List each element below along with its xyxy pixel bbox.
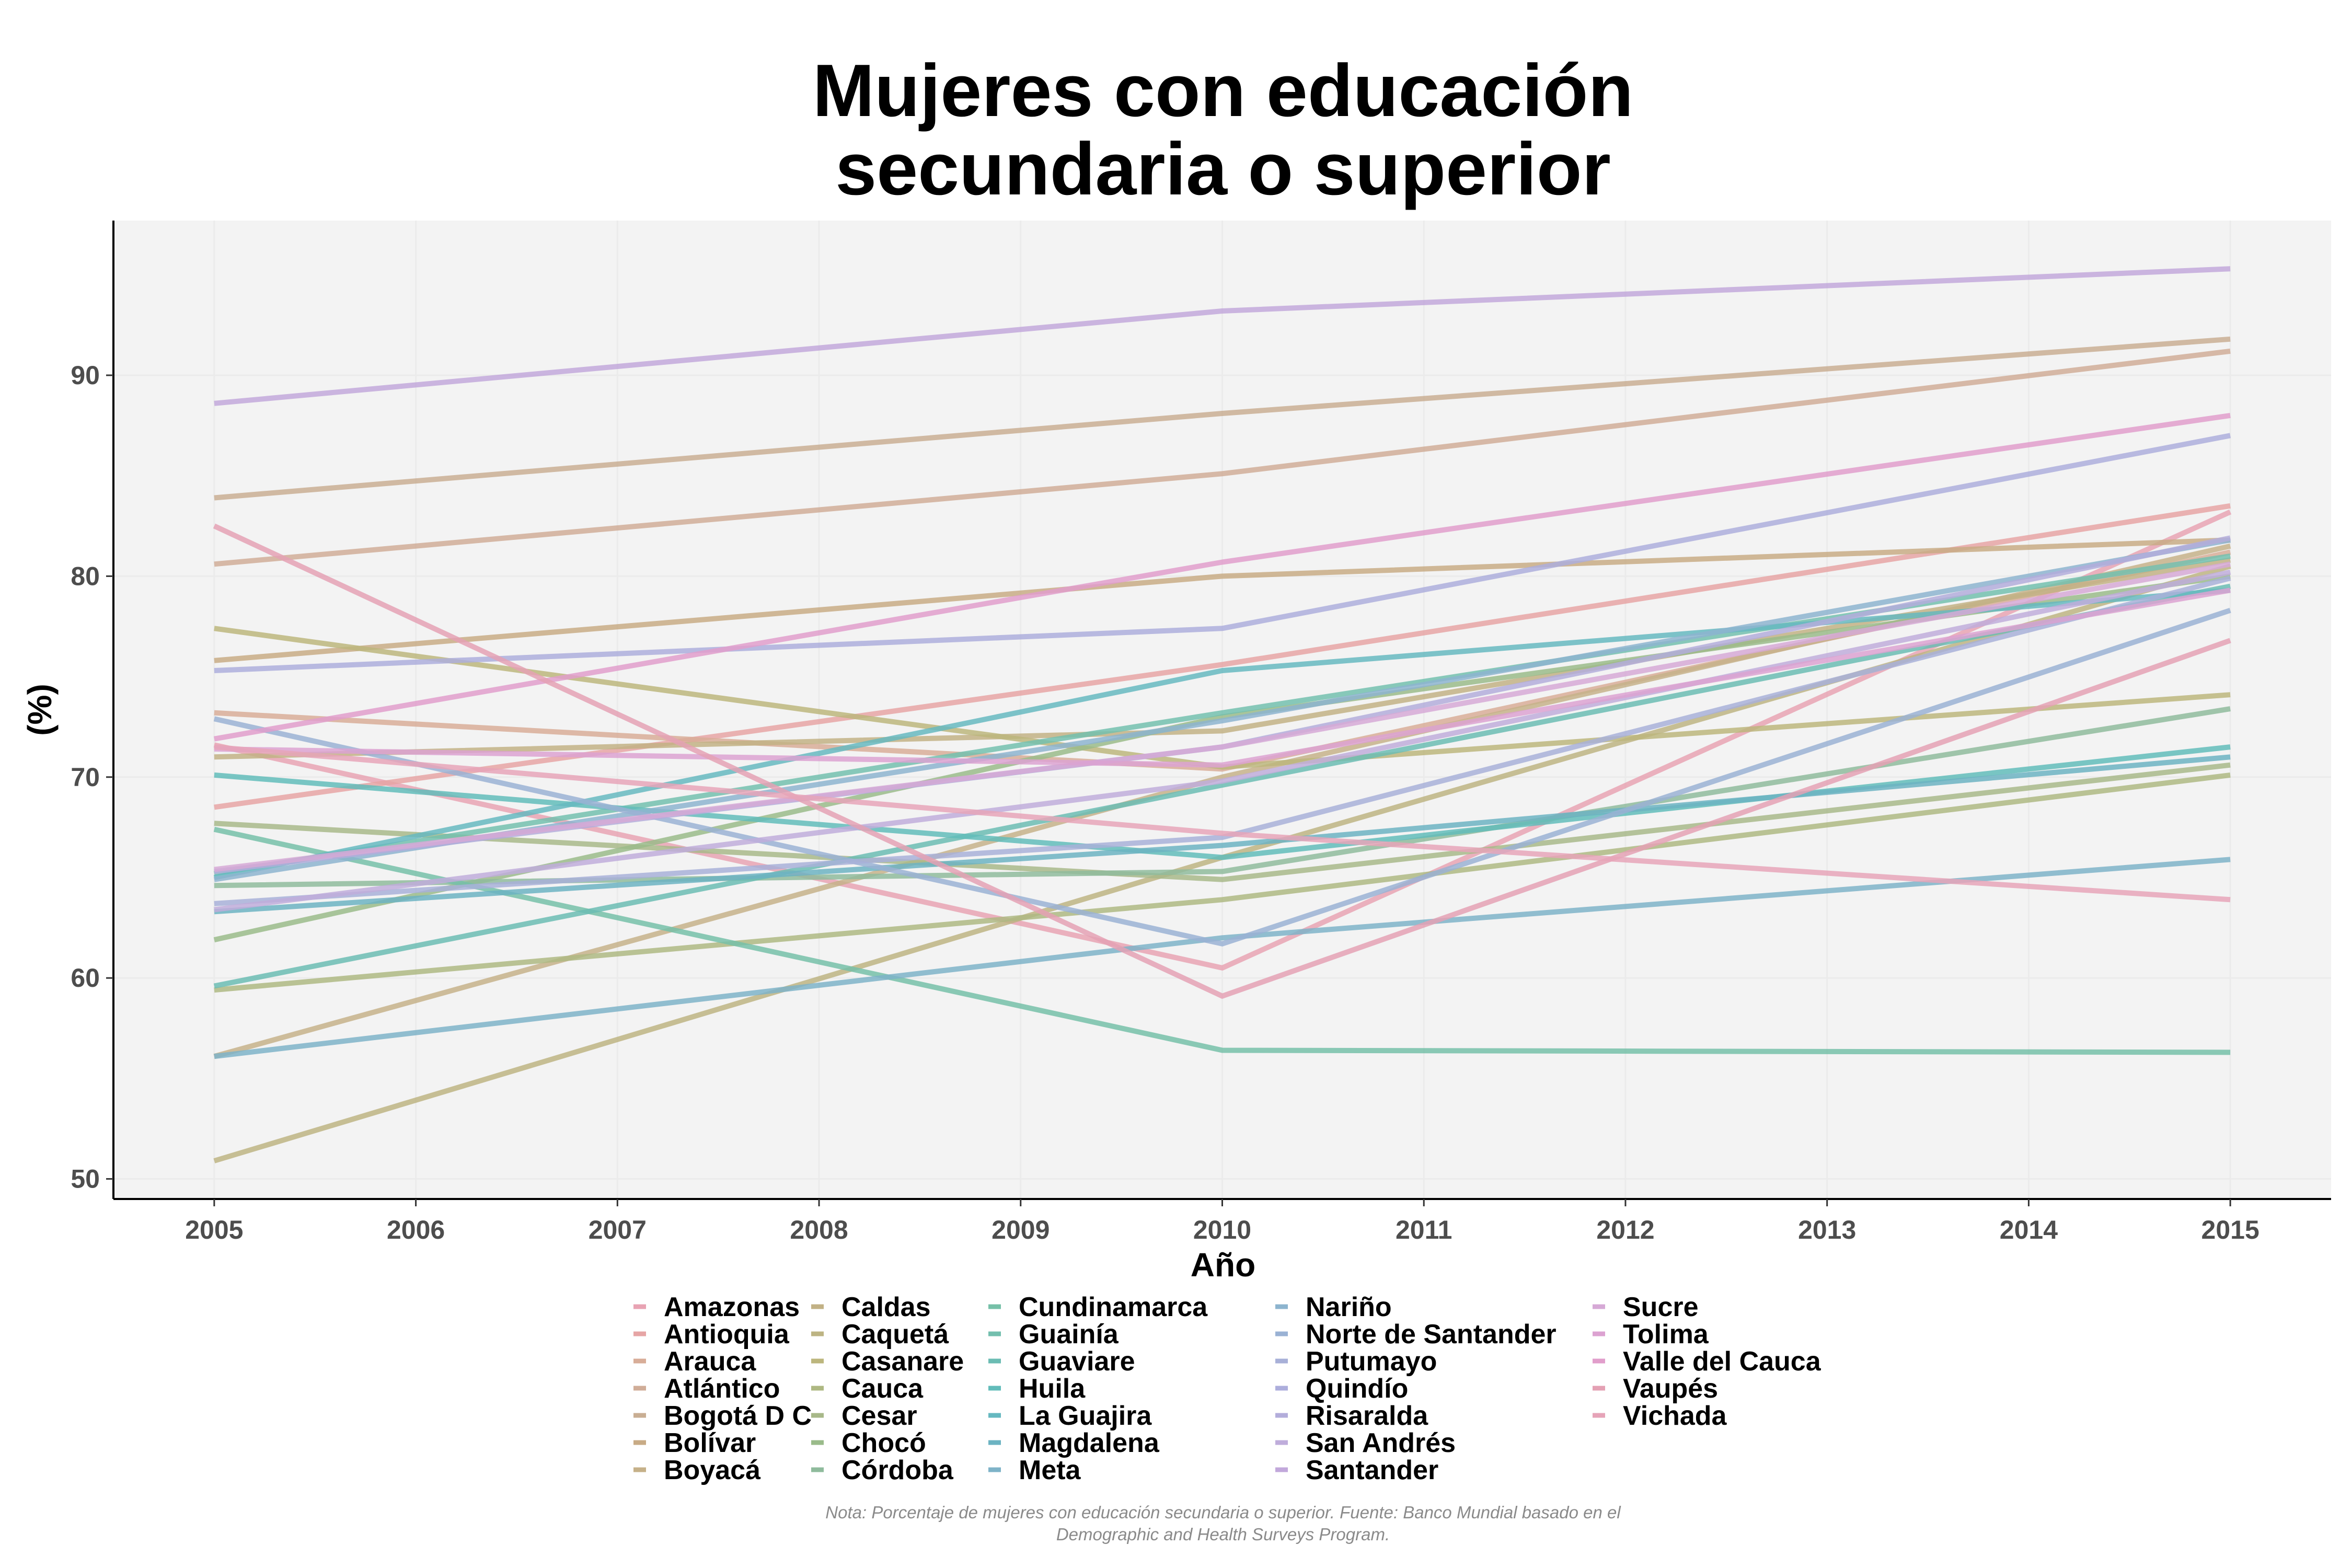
legend-label: Norte de Santander bbox=[1306, 1319, 1557, 1350]
y-axis-ticks: 50 60 70 80 90 bbox=[71, 361, 113, 1194]
series-line-la-guajira bbox=[213, 587, 2231, 880]
legend-label: Risaralda bbox=[1306, 1401, 1428, 1431]
series-line-antioquia bbox=[214, 503, 2231, 810]
legend-label: Caldas bbox=[841, 1292, 931, 1322]
x-tick-label: 2013 bbox=[1798, 1215, 1856, 1244]
x-tick-label: 2010 bbox=[1193, 1215, 1251, 1244]
legend-label: Amazonas bbox=[664, 1292, 800, 1322]
y-tick-label: 80 bbox=[71, 561, 100, 591]
x-tick-label: 2012 bbox=[1596, 1215, 1654, 1244]
legend-label: Santander bbox=[1306, 1455, 1438, 1485]
x-tick-label: 2006 bbox=[387, 1215, 445, 1244]
series-line-cesar bbox=[214, 762, 2231, 882]
legend-label: Chocó bbox=[841, 1428, 926, 1458]
legend-label: Nariño bbox=[1306, 1292, 1392, 1322]
legend-label: Meta bbox=[1019, 1455, 1081, 1485]
series-line-magdalena bbox=[214, 754, 2231, 915]
legend-label: Córdoba bbox=[841, 1455, 954, 1485]
series-line-quind-o bbox=[214, 433, 2231, 673]
legend-label: Huila bbox=[1019, 1374, 1086, 1404]
legend-label: Magdalena bbox=[1019, 1428, 1160, 1458]
legend-label: Putumayo bbox=[1306, 1346, 1437, 1377]
y-axis-label: (%) bbox=[21, 684, 59, 736]
y-tick-label: 60 bbox=[71, 963, 100, 993]
legend-label: La Guajira bbox=[1019, 1401, 1152, 1431]
legend-label: Bogotá D C bbox=[664, 1401, 812, 1431]
series-lines bbox=[213, 266, 2232, 1163]
x-axis-label: Año bbox=[1191, 1246, 1255, 1284]
footnote-line-1: Nota: Porcentaje de mujeres con educació… bbox=[825, 1503, 1621, 1522]
series-line-huila bbox=[214, 744, 2231, 860]
x-tick-label: 2007 bbox=[589, 1215, 647, 1244]
legend-label: Valle del Cauca bbox=[1623, 1346, 1821, 1377]
x-tick-label: 2015 bbox=[2201, 1215, 2259, 1244]
series-line-bol-var bbox=[214, 537, 2231, 663]
x-tick-label: 2008 bbox=[790, 1215, 848, 1244]
series-line-meta bbox=[214, 857, 2231, 1059]
series-line-vichada bbox=[214, 744, 2231, 903]
legend-label: Vaupés bbox=[1623, 1374, 1718, 1404]
legend-label: Cundinamarca bbox=[1019, 1292, 1208, 1322]
x-axis-ticks: 2005 2006 2007 2008 2009 2010 2011 2012 2013 2014… bbox=[185, 1199, 2259, 1244]
series-line-tolima bbox=[214, 587, 2231, 768]
series-line-norte-de-santander bbox=[213, 607, 2231, 947]
series-line-san-andr-s bbox=[214, 569, 2231, 913]
legend-label: Caquetá bbox=[841, 1319, 949, 1350]
legend-label: Tolima bbox=[1623, 1319, 1709, 1350]
legend-label: San Andrés bbox=[1306, 1428, 1456, 1458]
x-tick-label: 2014 bbox=[2000, 1215, 2058, 1244]
legend-label: Cauca bbox=[841, 1374, 924, 1404]
legend-label: Casanare bbox=[841, 1346, 964, 1377]
legend-label: Sucre bbox=[1623, 1292, 1699, 1322]
legend-label: Quindío bbox=[1306, 1374, 1408, 1404]
x-tick-label: 2011 bbox=[1396, 1215, 1452, 1244]
legend-label: Guaviare bbox=[1019, 1346, 1135, 1377]
y-tick-label: 70 bbox=[71, 763, 100, 792]
chart-title-line-2: secundaria o superior bbox=[835, 128, 1611, 211]
legend-label: Atlántico bbox=[664, 1374, 780, 1404]
y-tick-label: 50 bbox=[71, 1165, 100, 1194]
series-line-santander bbox=[214, 266, 2231, 406]
footnote-line-2: Demographic and Health Surveys Program. bbox=[1056, 1525, 1390, 1544]
legend-label: Guainía bbox=[1019, 1319, 1119, 1350]
legend-label: Boyacá bbox=[664, 1455, 761, 1485]
series-line-putumayo bbox=[214, 575, 2231, 906]
series-line-cauca bbox=[214, 772, 2231, 993]
legend-label: Bolívar bbox=[664, 1428, 756, 1458]
series-line-sucre bbox=[214, 561, 2231, 872]
x-tick-label: 2005 bbox=[185, 1215, 243, 1244]
series-line-cundinamarca bbox=[213, 826, 2231, 1055]
legend-label: Arauca bbox=[664, 1346, 756, 1377]
legend-label: Cesar bbox=[841, 1401, 917, 1431]
series-line-vaup-s bbox=[213, 523, 2231, 999]
legend-label: Antioquia bbox=[664, 1319, 790, 1350]
series-line-bogot-d-c bbox=[214, 336, 2231, 501]
series-line-atl-ntico bbox=[214, 348, 2231, 567]
legend-label: Vichada bbox=[1623, 1401, 1727, 1431]
x-tick-label: 2009 bbox=[991, 1215, 1050, 1244]
y-tick-label: 90 bbox=[71, 361, 100, 390]
chart-title-line-1: Mujeres con educación bbox=[813, 49, 1633, 132]
series-line-guaviare bbox=[213, 583, 2231, 989]
